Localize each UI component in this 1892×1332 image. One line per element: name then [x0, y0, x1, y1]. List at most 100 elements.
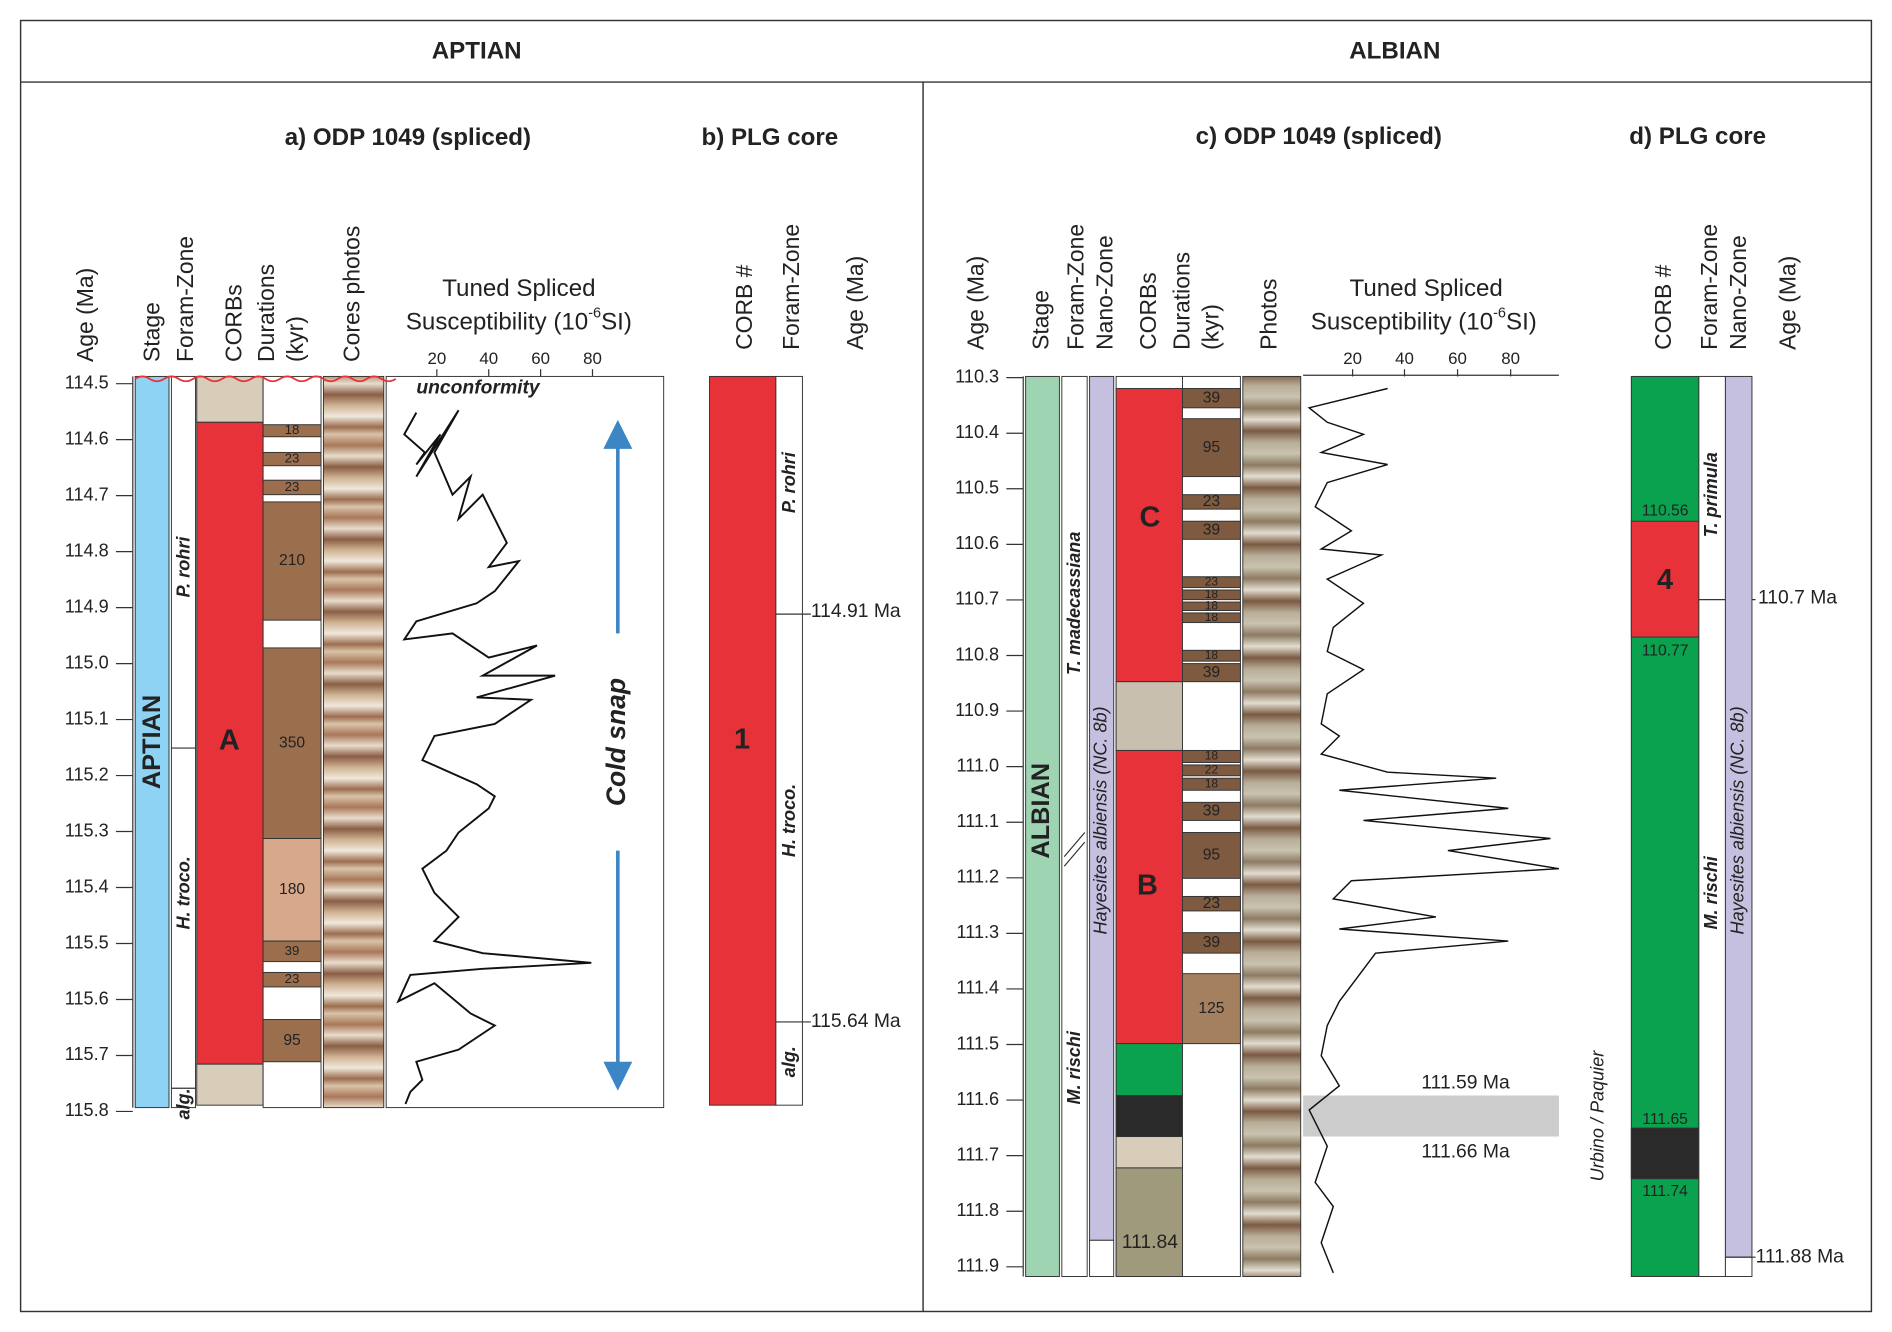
plot-title: Tuned Spliced [1350, 275, 1503, 302]
column-header: CORB # [731, 264, 757, 350]
plot-tick-label: 40 [1395, 349, 1414, 368]
corb-label: 4 [1657, 564, 1673, 596]
column-header: (kyr) [282, 316, 308, 362]
duration-label: 23 [1203, 895, 1221, 912]
age-tick-label: 110.7 [955, 589, 999, 609]
nanno-column [1089, 375, 1115, 1241]
plot-title-part: Susceptibility (10 [1311, 309, 1493, 336]
unconformity-line [134, 375, 397, 383]
duration-label: 23 [1203, 493, 1221, 510]
age-tick-label: 111.3 [957, 922, 1000, 942]
duration-block [1181, 601, 1241, 611]
duration-column [1181, 375, 1241, 1277]
section-title: ALBIAN [1349, 37, 1440, 64]
age-tick-label: 114.7 [65, 484, 109, 504]
zone-label: alg. [779, 1046, 799, 1077]
duration-label: 18 [1205, 610, 1219, 624]
section-title: APTIAN [432, 37, 522, 64]
block [1115, 681, 1183, 751]
duration-label: 18 [285, 422, 300, 437]
plot-title-part: SI) [601, 309, 632, 336]
duration-label: 180 [279, 881, 305, 898]
zone-label: P. rohri [779, 451, 799, 513]
corb-age: 110.77 [1642, 643, 1689, 660]
corb-label: 1 [734, 723, 750, 755]
block [1115, 1095, 1183, 1138]
duration-block [1181, 663, 1241, 683]
zone-label: P. rohri [173, 536, 193, 598]
duration-label: 39 [285, 943, 300, 958]
stage-label: APTIAN [138, 695, 166, 789]
plot-tick-label: 20 [427, 349, 446, 368]
duration-block [262, 971, 322, 988]
annotation: unconformity [416, 378, 541, 399]
column-header: (kyr) [1198, 304, 1224, 350]
age-tick-label: 115.4 [65, 876, 109, 896]
age-tick-label: 114.5 [65, 372, 109, 392]
duration-block [1181, 494, 1241, 510]
zone-label: Hayesites albiensis (NC. 8b) [1090, 706, 1110, 934]
column-header: Age (Ma) [1774, 256, 1800, 350]
age-tick-label: 110.9 [955, 700, 999, 720]
stage-column [1025, 375, 1060, 1277]
plot-tick-label: 80 [583, 349, 602, 368]
age-label: 111.66 Ma [1421, 1141, 1510, 1162]
age-tick-label: 111.4 [957, 978, 1000, 998]
block [1115, 1043, 1183, 1097]
age-tick-label: 115.2 [65, 764, 109, 784]
duration-label: 39 [1203, 803, 1220, 820]
age-tick-label: 111.9 [957, 1256, 1000, 1276]
duration-label: 23 [285, 479, 300, 494]
corb-age: 110.56 [1642, 503, 1689, 520]
foram-column [170, 375, 197, 1109]
age-label: 114.91 Ma [811, 601, 901, 622]
duration-block [1181, 649, 1241, 662]
age-tick-label: 114.6 [65, 428, 109, 448]
duration-block [262, 501, 322, 621]
plot-tick-label: 60 [531, 349, 550, 368]
foram-column [775, 375, 803, 1106]
duration-label: 210 [279, 552, 305, 569]
plot-title: Susceptibility (10-6SI) [406, 306, 632, 336]
core-photo [1242, 375, 1302, 1277]
duration-label: 95 [1203, 439, 1221, 456]
column-header: Durations [1169, 252, 1195, 350]
foram-column [1061, 375, 1088, 1277]
column-header: Photos [1256, 279, 1282, 350]
highlight-band [1303, 1095, 1559, 1137]
age-tick-label: 115.5 [65, 932, 109, 952]
age-label: 115.64 Ma [811, 1011, 901, 1032]
age-tick-label: 114.8 [65, 540, 109, 560]
age-tick-label: 111.7 [957, 1144, 1000, 1164]
duration-block [1181, 764, 1241, 777]
duration-block [262, 424, 322, 438]
plot-tick-label: 40 [479, 349, 498, 368]
duration-block [262, 451, 322, 467]
zone-label: T. madecassiana [1064, 532, 1084, 675]
duration-block [1181, 418, 1241, 478]
plot-title-part: SI) [1506, 309, 1537, 336]
zone-label: T. primula [1701, 452, 1721, 537]
column-header: Foram-Zone [778, 224, 804, 350]
plot-tick-label: 20 [1343, 349, 1362, 368]
age-label: 111.59 Ma [1421, 1073, 1510, 1094]
duration-block [1181, 832, 1241, 879]
corb-label: B [1137, 869, 1158, 901]
section-label: Urbino / Paquier [1588, 1050, 1608, 1182]
column-header: Foram-Zone [1696, 224, 1722, 350]
duration-label: 95 [1203, 847, 1221, 864]
column-header: CORBs [1135, 272, 1161, 350]
duration-block [262, 940, 322, 963]
age-label: 111.88 Ma [1756, 1246, 1845, 1267]
superscript: -6 [588, 306, 601, 322]
age-tick-label: 110.5 [955, 478, 999, 498]
superscript: -6 [1493, 306, 1506, 322]
zone-label: M. rischi [1701, 855, 1721, 929]
column-header: Age (Ma) [962, 256, 988, 350]
duration-block [1181, 777, 1241, 791]
corb [1115, 388, 1183, 683]
susceptibility-curve [1307, 387, 1560, 1274]
panel-title: b) PLG core [701, 124, 838, 151]
zone-label: Hayesites albiensis (NC. 8b) [1727, 706, 1747, 934]
